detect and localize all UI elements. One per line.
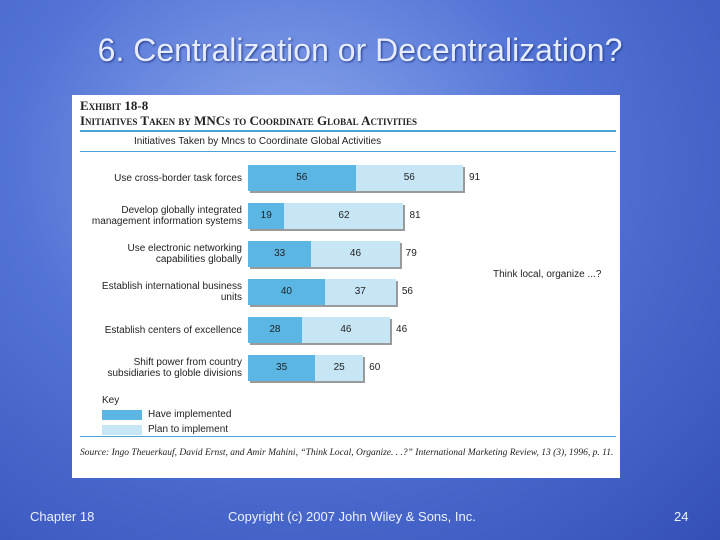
value-label: 35 [276, 362, 288, 373]
value-label: 46 [340, 324, 352, 335]
legend-label: Plan to implement [148, 424, 229, 435]
cat-label: Shift power from country subsidiaries to… [107, 357, 242, 379]
total-label: 81 [409, 210, 421, 221]
cat-label: Establish international business units [101, 281, 242, 303]
value-label: 25 [333, 362, 345, 373]
bar [248, 165, 356, 191]
legend-title: Key [102, 395, 120, 406]
exhibit-heading: Initiatives Taken by MNCs to Coordinate … [80, 113, 418, 128]
total-label: 56 [401, 286, 413, 297]
cat-label: Establish centers of excellence [104, 324, 242, 336]
rule [80, 130, 616, 132]
rule [80, 151, 616, 152]
slide-title: 6. Centralization or Decentralization? [97, 32, 623, 68]
value-label: 56 [296, 172, 308, 183]
bar [301, 317, 391, 343]
cat-label: Use electronic networking capabilities g… [127, 243, 243, 265]
total-label: 46 [396, 324, 408, 335]
value-label: 19 [260, 210, 272, 221]
bar [248, 317, 302, 343]
total-label: 79 [405, 248, 417, 259]
cat-label: Develop globally integrated management i… [91, 205, 242, 227]
bar [248, 279, 325, 305]
value-label: 46 [349, 248, 362, 259]
total-label: 60 [369, 362, 381, 373]
bar [248, 355, 316, 381]
rule [80, 436, 616, 437]
exhibit-panel: Exhibit 18-8 Initiatives Taken by MNCs t… [72, 95, 620, 478]
value-label: 62 [338, 210, 350, 221]
legend-swatch [102, 425, 142, 435]
value-label: 37 [354, 286, 366, 297]
bar [355, 165, 463, 191]
bar [284, 203, 404, 229]
value-label: 33 [274, 248, 286, 259]
footer-center: Copyright (c) 2007 John Wiley & Sons, In… [228, 509, 476, 524]
bar [248, 203, 285, 229]
source: Source: Ingo Theuerkauf, David Ernst, an… [80, 448, 614, 458]
cat-label: Use cross-border task forces [114, 172, 242, 184]
legend-label: Have implemented [148, 409, 232, 420]
total-label: 91 [469, 172, 481, 183]
footer-right: 24 [674, 509, 689, 524]
bar [311, 241, 400, 267]
value-label: 56 [403, 172, 415, 183]
bar [324, 279, 396, 305]
bar [248, 241, 312, 267]
bar [315, 355, 364, 381]
footer-left: Chapter 18 [30, 509, 95, 524]
legend-swatch [102, 410, 142, 420]
value-label: 28 [269, 324, 281, 335]
annotation: Think local, organize ...? [493, 269, 602, 280]
value-label: 40 [280, 286, 292, 297]
chart-title: Initiatives Taken by Mncs to Coordinate … [134, 136, 382, 147]
exhibit-number: Exhibit 18-8 [80, 98, 149, 113]
